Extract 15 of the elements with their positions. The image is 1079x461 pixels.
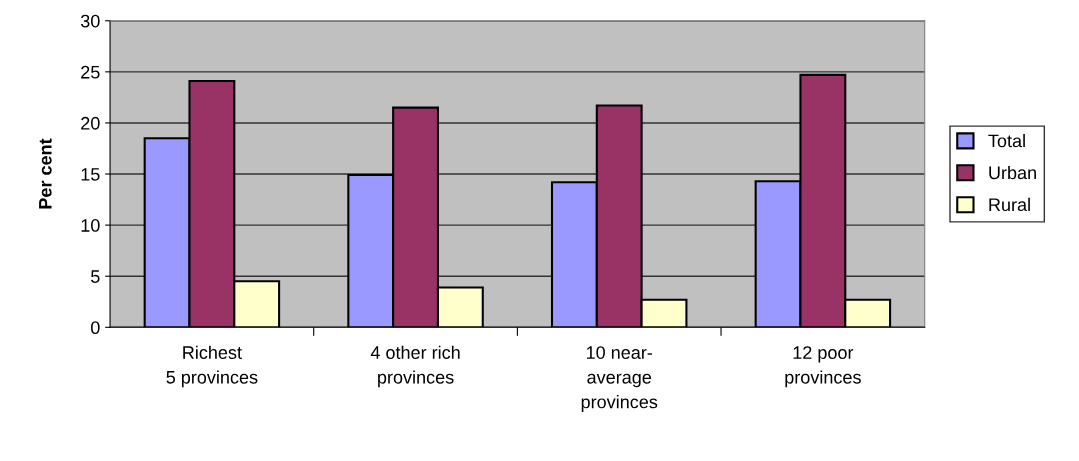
x-tick-label: 4 other rich provinces [370,345,460,388]
y-tick-label: 15 [81,168,100,181]
x-tick-label: 10 near- average provinces [581,346,658,412]
y-tick-label: 25 [81,65,100,79]
legend-label: Rural [989,197,1030,212]
y-axis-title: Per cent [39,138,52,209]
y-tick-label: 20 [81,116,100,130]
x-tick-label: 12 poor provinces [785,346,861,388]
legend-label: Total [988,134,1025,148]
y-tick-label: 10 [81,219,100,232]
y-tick-label: 5 [91,270,100,283]
x-tick-label: Richest 5 provinces [166,345,258,388]
legend-label: Urban [989,165,1036,180]
y-tick-label: 30 [80,14,100,28]
y-tick-label: 0 [91,321,100,335]
